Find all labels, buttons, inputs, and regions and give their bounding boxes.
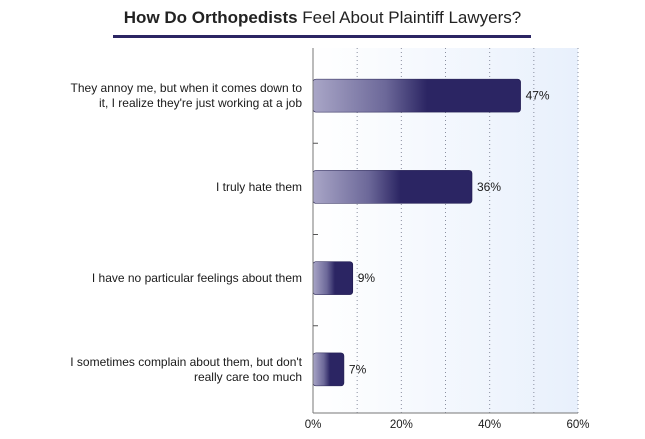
bar bbox=[312, 78, 521, 113]
category-label-line: it, I realize they're just working at a … bbox=[99, 96, 302, 110]
chart-title-bold: How Do Orthopedists bbox=[123, 8, 298, 27]
category-label-line: I truly hate them bbox=[216, 180, 302, 194]
value-label: 36% bbox=[477, 180, 501, 194]
x-tick-label: 0% bbox=[305, 419, 322, 431]
category-label-line: They annoy me, but when it comes down to bbox=[71, 81, 303, 95]
x-tick-label: 40% bbox=[478, 419, 501, 431]
value-label: 7% bbox=[349, 362, 367, 376]
category-label: I have no particular feelings about them bbox=[92, 271, 302, 285]
category-label: I truly hate them bbox=[216, 180, 302, 194]
title-underline bbox=[113, 35, 531, 38]
x-tick-label: 20% bbox=[390, 419, 413, 431]
value-label: 47% bbox=[526, 89, 550, 103]
category-label-line: I sometimes complain about them, but don… bbox=[70, 355, 302, 369]
bar bbox=[312, 170, 473, 204]
x-tick-label: 60% bbox=[566, 419, 589, 431]
chart-title-rest: Feel About Plaintiff Lawyers? bbox=[297, 8, 522, 27]
value-label: 9% bbox=[358, 271, 376, 285]
chart-title: How Do Orthopedists Feel About Plaintiff… bbox=[0, 8, 645, 28]
category-label: They annoy me, but when it comes down to… bbox=[71, 81, 303, 110]
bar bbox=[312, 261, 354, 295]
category-label: I sometimes complain about them, but don… bbox=[70, 355, 302, 384]
category-label-line: really care too much bbox=[194, 370, 302, 384]
bar bbox=[312, 352, 345, 387]
category-label-line: I have no particular feelings about them bbox=[92, 271, 302, 285]
